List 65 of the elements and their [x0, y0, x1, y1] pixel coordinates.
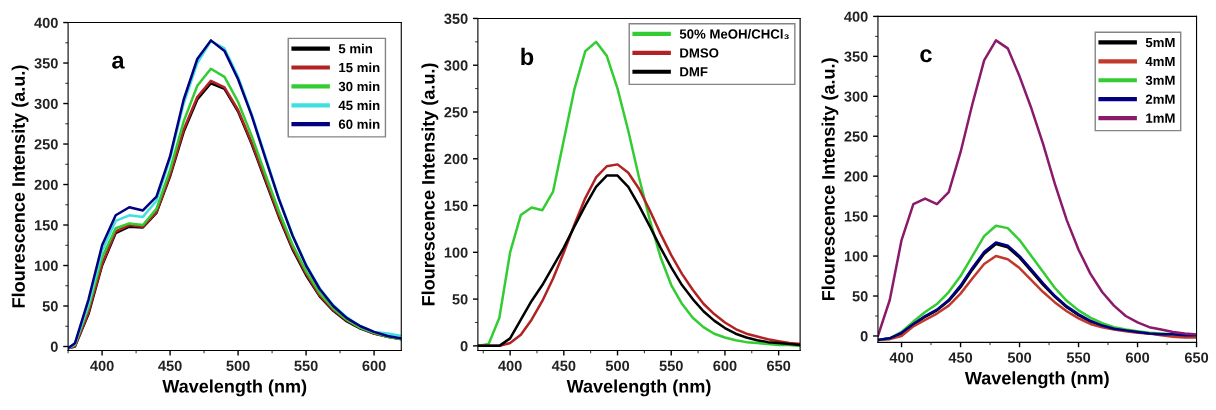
y-tick-label: 200 [34, 179, 58, 190]
x-tick-label: 400 [90, 360, 114, 371]
legend-label: 2mM [1145, 94, 1175, 104]
x-tick-label: 450 [551, 360, 576, 371]
y-tick-label: 150 [444, 200, 468, 211]
legend-label: 15 min [339, 62, 380, 73]
y-tick-label: 150 [844, 211, 868, 222]
legend-label: DMSO [680, 48, 719, 58]
y-axis-title: Flourescence Intensity (a.u.) [821, 58, 839, 301]
legend-label: 4mM [1145, 56, 1175, 66]
x-axis-title: Wavelength (nm) [162, 379, 307, 397]
legend-label: 30 min [338, 81, 380, 92]
legend-label: 3mM [1145, 75, 1175, 86]
y-tick-label: 200 [844, 171, 868, 182]
x-tick-label: 650 [1184, 352, 1209, 363]
y-tick-label: 350 [34, 58, 58, 69]
y-tick-label: 250 [844, 131, 868, 142]
y-tick-label: 0 [50, 341, 58, 352]
y-tick-label: 50 [452, 294, 468, 305]
x-tick-label: 550 [294, 360, 318, 371]
x-tick-label: 400 [889, 352, 914, 363]
x-tick-label: 600 [1125, 352, 1150, 363]
x-tick-label: 400 [498, 360, 522, 371]
annotation: b [521, 47, 534, 66]
x-tick-label: 600 [713, 360, 737, 371]
y-tick-label: 150 [34, 220, 58, 231]
x-axis-title: Wavelength (nm) [566, 379, 711, 397]
y-axis-title: Flourescence Intensity (a.u.) [11, 65, 29, 308]
y-tick-label: 300 [444, 60, 468, 71]
annotation: a [112, 55, 125, 69]
y-axis-title: Flourescence Intensity (a.u.) [421, 63, 439, 306]
legend-label: 50% MeOH/CHCl₃ [679, 29, 789, 40]
y-tick-label: 400 [844, 11, 868, 22]
x-tick-label: 450 [948, 352, 973, 363]
legend-label: DMF [680, 67, 708, 77]
y-tick-label: 0 [460, 340, 468, 352]
y-tick-label: 100 [34, 260, 58, 271]
legend-label: 5mM [1145, 38, 1175, 48]
x-tick-label: 650 [767, 360, 791, 371]
y-tick-label: 100 [444, 247, 468, 258]
y-tick-label: 100 [844, 251, 868, 262]
legend-label: 5 min [338, 43, 373, 54]
y-tick-label: 250 [444, 107, 468, 118]
legend-label: 45 min [338, 100, 380, 111]
y-tick-label: 0 [860, 331, 868, 342]
annotation: c [920, 49, 932, 63]
y-tick-label: 300 [844, 91, 868, 102]
legend-label: 60 min [338, 119, 380, 129]
x-tick-label: 550 [659, 360, 683, 371]
x-tick-label: 600 [362, 360, 386, 371]
x-tick-label: 500 [226, 360, 250, 371]
x-tick-label: 450 [158, 360, 182, 371]
y-tick-label: 400 [34, 17, 58, 28]
y-tick-label: 50 [42, 301, 58, 312]
y-tick-label: 250 [34, 139, 58, 150]
x-tick-label: 550 [1066, 352, 1091, 363]
y-tick-label: 300 [34, 98, 58, 109]
y-tick-label: 200 [444, 153, 468, 165]
x-tick-label: 500 [605, 360, 630, 371]
x-tick-label: 500 [1007, 352, 1032, 363]
y-tick-label: 350 [444, 13, 468, 24]
legend-label: 1mM [1146, 113, 1175, 123]
y-tick-label: 350 [844, 51, 868, 62]
y-tick-label: 50 [852, 291, 868, 302]
x-axis-title: Wavelength (nm) [964, 371, 1109, 389]
